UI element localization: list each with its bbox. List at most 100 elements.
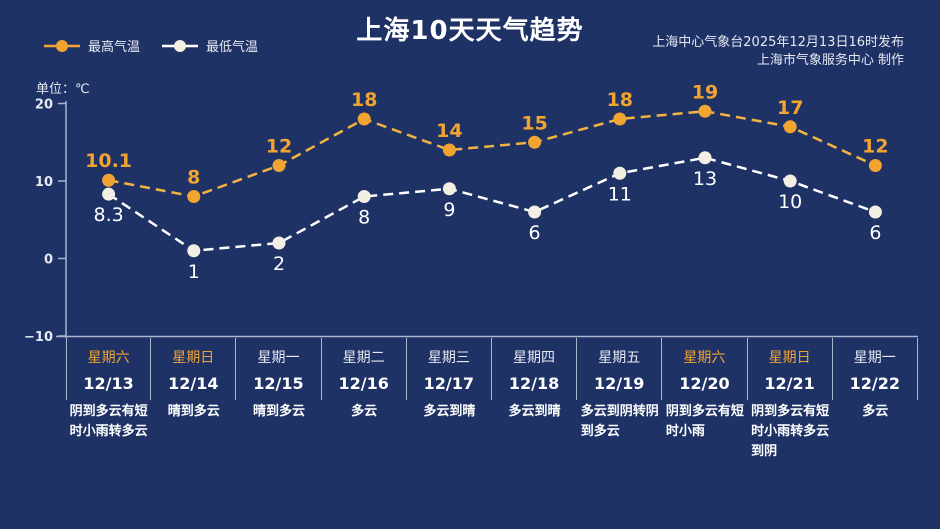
high-temp-label: 17: [777, 97, 803, 119]
legend: 最高气温 最低气温: [44, 36, 280, 55]
day-columns: 星期六 12/13 阴到多云有短 时小雨转多云 星期日 12/14 晴到多云 星期一 12/15…: [66, 338, 918, 462]
weekday-label: 星期一: [257, 350, 300, 366]
weekday-label: 星期六: [683, 350, 726, 366]
high-temp-point: [187, 190, 201, 203]
legend-low-label: 最低气温: [206, 40, 259, 55]
day-column: 星期一 12/22 多云: [833, 338, 918, 462]
day-column: 星期六 12/20 阴到多云有短 时小雨: [662, 338, 748, 462]
weekday-label: 星期日: [172, 350, 215, 366]
day-header-cell: 星期一 12/15: [236, 338, 322, 400]
date-label: 12/13: [83, 374, 134, 393]
low-temp-label: 8.3: [93, 204, 123, 226]
high-temp-point: [357, 112, 371, 126]
weather-description: 阴到多云有短 时小雨转多云: [69, 404, 148, 439]
low-temp-point: [187, 244, 201, 258]
weather-description: 多云到阴转阴 到多云: [580, 404, 659, 439]
weather-description: 多云到晴: [423, 404, 476, 419]
weekday-label: 星期一: [853, 350, 896, 366]
weekday-label: 星期四: [513, 350, 556, 366]
weather-description: 多云: [351, 404, 378, 419]
high-line-marker-icon: [44, 39, 80, 52]
low-temp-label: 13: [693, 168, 717, 190]
low-temp-point: [528, 205, 542, 219]
weather-description: 多云: [862, 404, 889, 419]
high-temp-label: 10.1: [85, 150, 132, 172]
weekday-label: 星期五: [598, 350, 641, 366]
high-temp-label: 19: [692, 81, 718, 103]
day-column: 星期二 12/16 多云: [322, 338, 407, 462]
low-temp-point: [613, 166, 627, 180]
weekday-label: 星期日: [768, 350, 811, 366]
y-tick-label: 20: [35, 98, 53, 113]
high-temp-point: [613, 112, 627, 126]
high-temp-label: 18: [607, 89, 633, 111]
low-temp-label: 8: [358, 207, 370, 229]
low-temp-point: [442, 182, 456, 196]
low-temp-point: [102, 187, 116, 201]
high-temp-point: [442, 143, 456, 157]
legend-item-low: 最低气温: [162, 36, 258, 55]
low-temp-point: [783, 174, 797, 188]
low-temp-point: [357, 190, 371, 203]
chart-title: 上海10天天气趋势: [356, 16, 584, 46]
day-header-cell: 星期日 12/14: [151, 338, 237, 400]
high-temp-point: [698, 104, 712, 118]
source-producer: 上海市气象服务中心 制作: [756, 53, 904, 68]
low-temp-point: [698, 151, 712, 165]
low-temp-label: 6: [869, 222, 881, 244]
high-temp-label: 18: [351, 89, 377, 111]
high-temp-point: [272, 159, 286, 172]
unit-label: 单位：℃: [36, 82, 90, 97]
low-temp-label: 2: [273, 253, 285, 275]
weekday-label: 星期三: [427, 350, 470, 366]
date-label: 12/14: [168, 374, 219, 393]
weekday-label: 星期二: [342, 350, 385, 366]
low-temp-label: 9: [443, 199, 455, 221]
high-temp-label: 15: [521, 112, 547, 134]
low-temp-label: 6: [529, 222, 541, 244]
day-column: 星期一 12/15 晴到多云: [236, 338, 322, 462]
weather-description: 阴到多云有短 时小雨: [665, 404, 744, 439]
source-info: 上海中心气象台2025年12月13日16时发布 上海市气象服务中心 制作: [652, 34, 904, 70]
high-temp-label: 12: [266, 136, 292, 158]
day-column: 星期五 12/19 多云到阴转阴 到多云: [577, 338, 663, 462]
low-temp-label: 11: [608, 183, 632, 205]
day-column: 星期三 12/17 多云到晴: [407, 338, 492, 462]
high-temp-point: [528, 135, 542, 149]
date-label: 12/19: [594, 374, 645, 393]
source-publisher: 上海中心气象台2025年12月13日16时发布: [652, 35, 904, 50]
weather-description: 多云到晴: [508, 404, 561, 419]
low-temp-line: [107, 156, 876, 253]
weather-description: 晴到多云: [252, 404, 305, 419]
date-label: 12/15: [253, 374, 304, 393]
high-temp-label: 8: [187, 167, 200, 189]
legend-item-high: 最高气温: [44, 36, 140, 55]
date-label: 12/20: [679, 374, 730, 393]
high-temp-label: 12: [862, 136, 888, 158]
high-temp-point: [868, 159, 882, 172]
date-label: 12/22: [849, 374, 900, 393]
day-column: 星期四 12/18 多云到晴: [492, 338, 578, 462]
low-temp-label: 10: [778, 191, 802, 213]
day-header-cell: 星期一 12/22: [833, 338, 918, 400]
high-temp-label: 14: [436, 120, 462, 142]
date-label: 12/18: [508, 374, 560, 393]
high-temp-point: [102, 173, 116, 187]
day-header-cell: 星期二 12/16: [322, 338, 407, 400]
day-header-cell: 星期四 12/18: [492, 338, 578, 400]
legend-high-label: 最高气温: [88, 40, 141, 55]
day-header-cell: 星期五 12/19: [577, 338, 663, 400]
day-column: 星期六 12/13 阴到多云有短 时小雨转多云: [66, 338, 152, 462]
day-header-cell: 星期日 12/21: [748, 338, 833, 400]
high-temp-point: [783, 120, 797, 134]
date-label: 12/16: [338, 374, 389, 393]
low-temp-point: [272, 236, 286, 250]
y-tick-label: 10: [35, 175, 53, 190]
day-header-cell: 星期三 12/17: [407, 338, 492, 400]
low-temp-point: [868, 205, 882, 219]
weather-description: 阴到多云有短 时小雨转多云 到阴: [751, 404, 830, 459]
low-temp-label: 1: [188, 261, 200, 283]
y-tick-label: −10: [24, 330, 53, 345]
day-header-cell: 星期六 12/20: [662, 338, 748, 400]
